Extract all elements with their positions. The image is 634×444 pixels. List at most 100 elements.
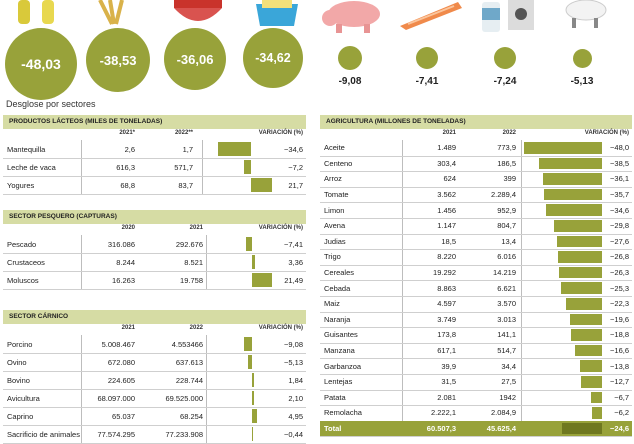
total-row: Total 60.507,3 45.625,4 −24,6 (320, 420, 632, 438)
row-value-1: 3.562 (437, 190, 456, 200)
column-header: 2022 (502, 130, 516, 136)
subtitle: Desglose por sectores (6, 99, 96, 109)
variation-value: 2,10 (288, 393, 303, 403)
row-value-1: 19.292 (433, 268, 456, 278)
variation-value: −25,3 (610, 283, 629, 293)
row-label: Sacrificio de animales (7, 429, 80, 439)
table-row: Maiz 4.597 3.570 −22,3 (320, 296, 632, 313)
variation-bar (553, 220, 602, 232)
row-value-2: 45.625,4 (486, 424, 516, 434)
row-label: Limon (324, 205, 345, 215)
row-value-1: 617,1 (437, 346, 456, 356)
variation-bar (244, 337, 253, 351)
sheep-icon (565, 0, 607, 28)
row-label: Judias (324, 236, 346, 246)
variation-bar (560, 282, 602, 294)
row-value-1: 303,4 (437, 158, 456, 168)
table-row: Leche de vaca 616,3 571,7 −7,2 (3, 158, 306, 177)
row-label: Lentejas (324, 377, 353, 387)
variation-bar (247, 355, 253, 369)
column-header: 2022** (174, 130, 193, 136)
table-row: Crustaceos 8.244 8.521 3,36 (3, 253, 306, 272)
row-label: Trigo (324, 252, 341, 262)
row-label: Bovino (7, 375, 30, 385)
table-row: Bovino 224.605 228.744 1,84 (3, 371, 306, 390)
variation-value: −19,6 (610, 314, 629, 324)
row-value-1: 616,3 (116, 162, 135, 172)
oil-bottles-icon (18, 0, 54, 24)
column-header: 2020 (121, 225, 135, 231)
row-label: Ovino (7, 357, 27, 367)
variation-bar (252, 427, 253, 441)
table-row: Tomate 3.562 2.289,4 −35,7 (320, 187, 632, 204)
variation-bar (557, 235, 602, 248)
table-row: Manzana 617,1 514,7 −16,6 (320, 343, 632, 360)
variation-value: −29,8 (610, 221, 629, 231)
pig-icon (322, 1, 380, 33)
row-value-2: 571,7 (174, 162, 193, 172)
row-value-1: 60.507,3 (426, 424, 456, 434)
row-value-1: 624 (443, 174, 456, 184)
table-row: Yogures 68,8 83,7 21,7 (3, 176, 306, 195)
column-header: 2021 (121, 325, 135, 331)
table-row: Avicultura 68.097.000 69.525.000 2,10 (3, 389, 306, 408)
table-row: Avena 1.147 804,7 −29,8 (320, 218, 632, 235)
salmon-icon (400, 2, 462, 30)
row-value-2: 3.570 (497, 299, 516, 309)
column-divider (81, 235, 82, 289)
row-value-2: 69.525.000 (165, 393, 203, 403)
table-title: SECTOR PESQUERO (CAPTURAS) (3, 210, 306, 224)
variation-bar (217, 142, 251, 156)
top-value-label: -7,24 (493, 76, 517, 87)
milk-icon (482, 0, 534, 32)
variation-bar (252, 391, 255, 405)
row-value-2: 773,9 (497, 143, 516, 153)
top-value-circle: -48,03 (5, 28, 77, 100)
table-row: Limon 1.456 952,9 −34,6 (320, 202, 632, 219)
variation-value: 1,84 (288, 375, 303, 385)
variation-value: −22,3 (610, 299, 629, 309)
row-value-2: 637.613 (175, 357, 203, 367)
variation-value: −34,6 (284, 144, 303, 154)
row-label: Leche de vaca (7, 162, 56, 172)
row-value-2: 2.289,4 (490, 190, 516, 200)
variation-value: −13,8 (610, 361, 629, 371)
table-title: PRODUCTOS LÁCTEOS (MILES DE TONELADAS) (3, 115, 306, 129)
top-value-circle (494, 47, 516, 69)
row-value-2: 1942 (499, 392, 516, 402)
column-header: VARIACIÓN (%) (258, 225, 303, 231)
variation-value: −24,6 (610, 424, 629, 434)
row-label: Guisantes (324, 330, 358, 340)
variation-value: −48,0 (610, 143, 629, 153)
table-row: Naranja 3.749 3.013 −19,6 (320, 312, 632, 329)
row-label: Avena (324, 221, 346, 231)
variation-value: −34,6 (610, 205, 629, 215)
table-row: Garbanzoa 39,9 34,4 −13,8 (320, 358, 632, 375)
variation-value: −6,7 (614, 392, 629, 402)
column-divider (402, 140, 403, 437)
top-value-circle: -36,06 (164, 28, 226, 90)
row-value-1: 173,8 (437, 330, 456, 340)
row-value-2: 6.016 (497, 252, 516, 262)
table-row: Cebada 8.863 6.621 −25,3 (320, 280, 632, 297)
column-header: 2021* (119, 130, 135, 136)
row-label: Garbanzoa (324, 361, 362, 371)
variation-bar (539, 157, 602, 170)
table-row: Centeno 303,4 186,5 −38,5 (320, 156, 632, 173)
top-value-circle (338, 46, 362, 70)
row-label: Caprino (7, 411, 34, 421)
row-label: Naranja (324, 314, 351, 324)
row-label: Total (324, 424, 342, 434)
meat-table: SECTOR CÁRNICO 2021 2022 VARIACIÓN (%) Porci… (3, 310, 306, 444)
row-label: Manzana (324, 346, 355, 356)
row-value-2: 83,7 (178, 180, 193, 190)
variation-value: −35,7 (610, 190, 629, 200)
row-value-2: 952,9 (497, 205, 516, 215)
row-value-2: 6.621 (497, 283, 516, 293)
variation-value: 4,95 (288, 411, 303, 421)
row-value-2: 292.676 (175, 239, 203, 249)
column-header: VARIACIÓN (%) (584, 130, 629, 136)
row-label: Moluscos (7, 275, 39, 285)
table-row: Sacrificio de animales 77.574.295 77.233.9… (3, 425, 306, 444)
row-value-2: 2.084,9 (490, 408, 516, 418)
